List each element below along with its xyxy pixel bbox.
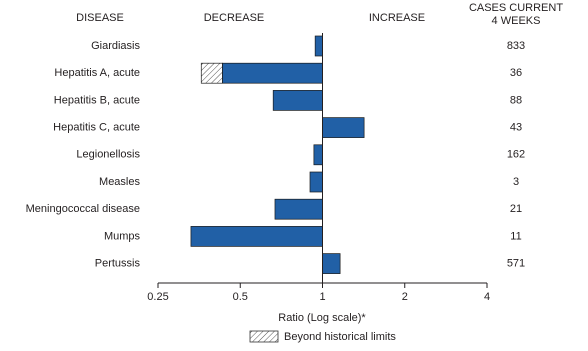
category-label: Hepatitis A, acute [54, 67, 140, 79]
x-tick-label: 0.5 [233, 291, 248, 303]
bar [322, 117, 365, 138]
category-label: Meningococcal disease [26, 203, 140, 215]
cases-value: 36 [510, 67, 522, 79]
cases-value: 571 [507, 258, 525, 270]
cases-value: 43 [510, 122, 522, 134]
x-tick-label: 1 [319, 291, 325, 303]
bar [190, 226, 323, 247]
cases-value: 833 [507, 40, 525, 52]
cases-value: 3 [513, 176, 519, 188]
bar [309, 171, 323, 193]
bar [313, 144, 323, 166]
category-label: Legionellosis [76, 149, 140, 161]
x-tick-label: 4 [484, 291, 490, 303]
disease-header: DISEASE [76, 12, 124, 24]
cases-header: CASES CURRENT [469, 2, 563, 14]
cases-value: 88 [510, 94, 522, 106]
cases-value: 11 [510, 230, 521, 242]
decrease-label: DECREASE [204, 12, 265, 24]
category-label: Pertussis [95, 258, 141, 270]
beyond-limits [200, 62, 223, 84]
cases-value: 21 [510, 203, 522, 215]
category-label: Measles [99, 176, 140, 188]
cases-header: 4 WEEKS [492, 15, 541, 27]
x-axis-label: Ratio (Log scale)* [278, 312, 366, 324]
category-label: Giardiasis [91, 40, 140, 52]
legend-label: Beyond historical limits [284, 331, 396, 343]
bar [222, 62, 323, 84]
x-tick-label: 2 [402, 291, 408, 303]
legend-swatch [249, 330, 279, 343]
cases-value: 162 [507, 149, 525, 161]
increase-label: INCREASE [369, 12, 425, 24]
category-label: Hepatitis C, acute [53, 122, 140, 134]
category-label: Mumps [104, 230, 141, 242]
bar [314, 35, 323, 57]
bar [322, 253, 341, 274]
bar [272, 90, 323, 111]
bar [274, 198, 323, 220]
x-tick-label: 0.25 [147, 291, 168, 303]
category-label: Hepatitis B, acute [54, 94, 140, 106]
